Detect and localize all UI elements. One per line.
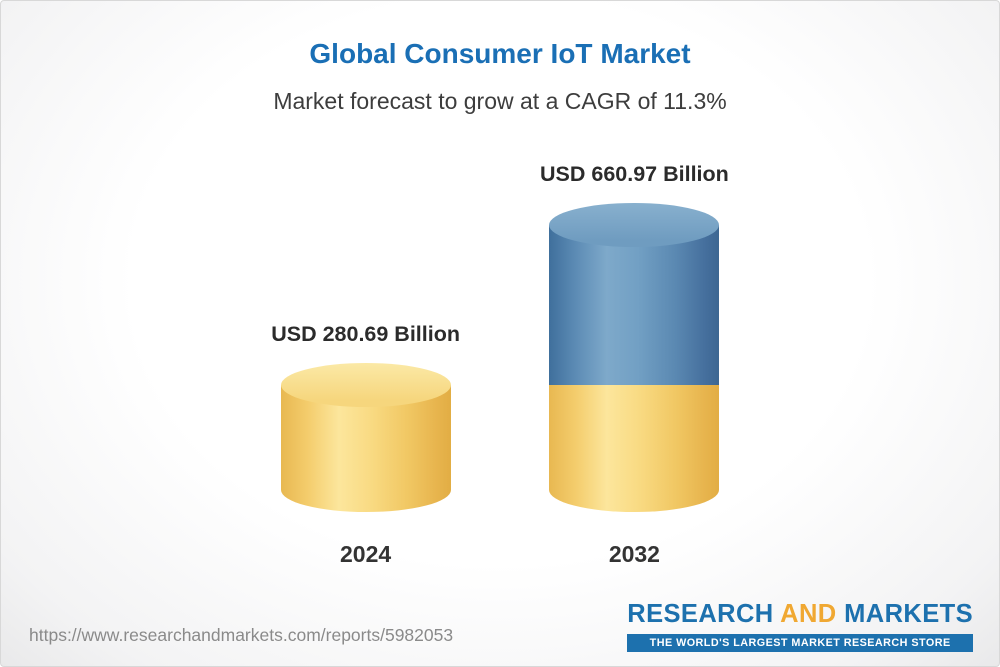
bar-group-2024: USD 280.69 Billion 2024 — [271, 321, 460, 568]
value-label-2032: USD 660.97 Billion — [540, 162, 729, 186]
chart-subtitle: Market forecast to grow at a CAGR of 11.… — [273, 88, 727, 114]
cylinder-2032-base-segment — [549, 385, 720, 512]
value-label-2024: USD 280.69 Billion — [271, 322, 460, 346]
cylinder-2032-growth-segment — [549, 225, 720, 385]
logo-tagline: THE WORLD'S LARGEST MARKET RESEARCH STOR… — [627, 634, 973, 652]
cylinder-2032 — [549, 203, 720, 512]
chart-title: Global Consumer IoT Market — [309, 38, 691, 69]
chart-header: Global Consumer IoT Market Market foreca… — [1, 1, 999, 115]
logo-wordmark: RESEARCH AND MARKETS — [627, 600, 973, 629]
research-and-markets-logo: RESEARCH AND MARKETS THE WORLD'S LARGEST… — [627, 600, 973, 652]
source-url: https://www.researchandmarkets.com/repor… — [29, 625, 454, 645]
cylinder-2024 — [280, 363, 451, 512]
cylinder-2032-top-face — [549, 203, 720, 247]
bar-group-2032: USD 660.97 Billion 2032 — [540, 161, 729, 568]
logo-word-research: RESEARCH — [627, 600, 774, 628]
logo-word-and: AND — [780, 600, 837, 628]
logo-word-markets: MARKETS — [844, 600, 973, 628]
category-label-2032: 2032 — [608, 541, 660, 567]
category-label-2024: 2024 — [340, 541, 392, 567]
chart-area: USD 280.69 Billion 2024 USD 660.97 Billi… — [1, 161, 999, 568]
cylinder-2024-top-face — [280, 363, 451, 407]
